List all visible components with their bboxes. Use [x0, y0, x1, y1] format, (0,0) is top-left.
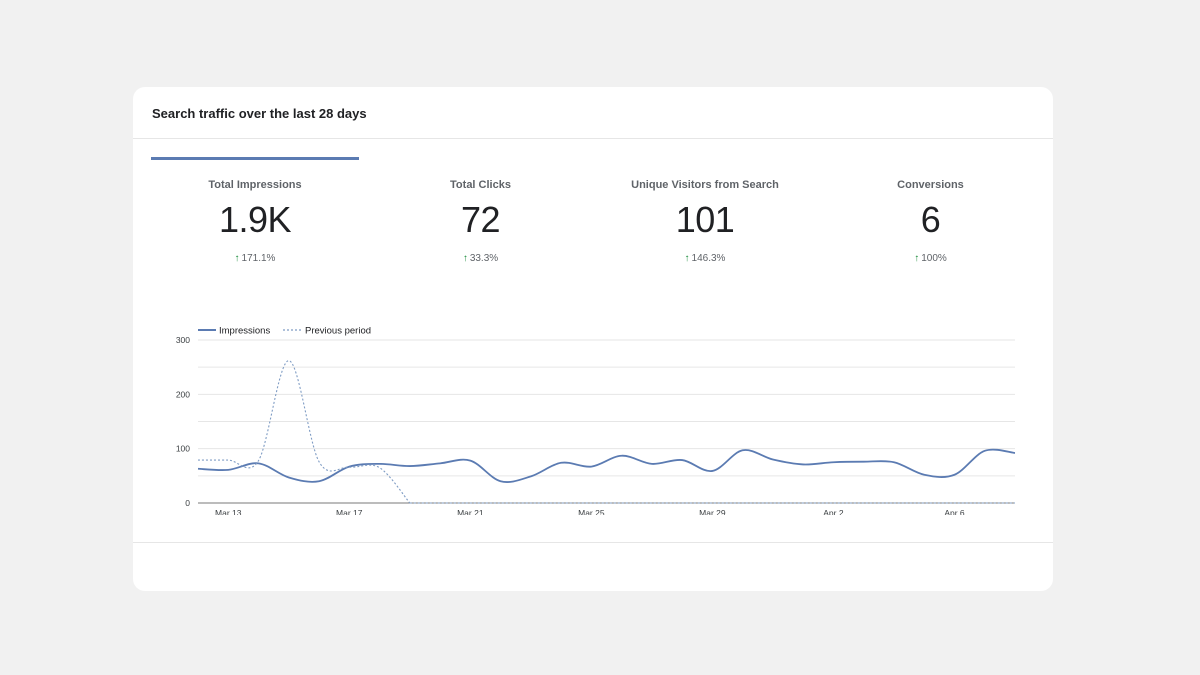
arrow-up-icon: ↑	[462, 253, 468, 264]
kpi-delta: ↑ 171.1%	[151, 253, 359, 264]
card-divider	[133, 542, 1053, 543]
chart-legend: Impressions Previous period	[198, 326, 371, 337]
x-tick-label: Mar 13	[215, 508, 242, 515]
kpi-total-clicks[interactable]: Total Clicks 72 ↑ 33.3%	[378, 139, 583, 299]
x-tick-label: Mar 21	[457, 508, 484, 515]
kpi-delta-value: 33.3%	[469, 253, 499, 264]
kpi-total-impressions[interactable]: Total Impressions 1.9K ↑ 171.1%	[151, 139, 359, 299]
kpi-label: Unique Visitors from Search	[631, 179, 779, 191]
kpi-row: Total Impressions 1.9K ↑ 171.1% Total Cli…	[133, 139, 1053, 299]
y-tick-label: 200	[176, 389, 190, 399]
arrow-up-icon: ↑	[234, 253, 240, 264]
kpi-label: Total Impressions	[208, 179, 302, 191]
chart-series	[197, 360, 1016, 504]
kpi-value: 1.9K	[218, 199, 292, 240]
kpi-value: 101	[675, 199, 735, 240]
x-tick-label: Mar 29	[699, 508, 726, 515]
series-line-previous-period	[197, 360, 411, 504]
impressions-chart: Impressions Previous period 0 100 200 300 M…	[133, 315, 1053, 518]
line-chart-svg: Impressions Previous period 0 100 200 300 M…	[176, 326, 1016, 518]
kpi-delta: ↑ 146.3%	[600, 253, 810, 264]
active-tab-indicator	[151, 157, 359, 160]
x-tick-label: Mar 17	[336, 508, 363, 515]
x-tick-label: Apr 2	[823, 508, 844, 515]
series-line-impressions	[197, 448, 1016, 483]
chart-grid	[198, 339, 1015, 504]
kpi-delta: ↑ 100%	[828, 253, 1033, 264]
kpi-label: Total Clicks	[450, 179, 511, 191]
kpi-delta-value: 100%	[921, 253, 947, 264]
card-header: Search traffic over the last 28 days	[133, 87, 1053, 139]
legend-label-impressions: Impressions	[219, 326, 270, 337]
legend-label-previous-period: Previous period	[305, 326, 371, 337]
arrow-up-icon: ↑	[914, 253, 920, 264]
kpi-delta: ↑ 33.3%	[378, 253, 583, 264]
x-tick-label: Apr 6	[944, 508, 965, 515]
kpi-conversions[interactable]: Conversions 6 ↑ 100%	[828, 139, 1033, 299]
kpi-value: 72	[460, 199, 501, 240]
kpi-unique-visitors[interactable]: Unique Visitors from Search 101 ↑ 146.3%	[600, 139, 810, 299]
x-tick-label: Mar 25	[578, 508, 605, 515]
y-tick-label: 100	[176, 444, 190, 454]
traffic-card: Search traffic over the last 28 days Tot…	[133, 87, 1053, 591]
y-axis-ticks: 0 100 200 300	[176, 335, 190, 508]
y-tick-label: 300	[176, 335, 190, 345]
card-title: Search traffic over the last 28 days	[152, 106, 367, 121]
arrow-up-icon: ↑	[684, 253, 690, 264]
kpi-label: Conversions	[897, 179, 964, 191]
kpi-delta-value: 146.3%	[691, 253, 726, 264]
x-axis-ticks: Mar 13 Mar 17 Mar 21 Mar 25 Mar 29 Apr 2 Apr 6	[215, 508, 965, 518]
kpi-value: 6	[920, 199, 941, 240]
y-tick-label: 0	[185, 498, 190, 508]
kpi-delta-value: 171.1%	[241, 253, 276, 264]
